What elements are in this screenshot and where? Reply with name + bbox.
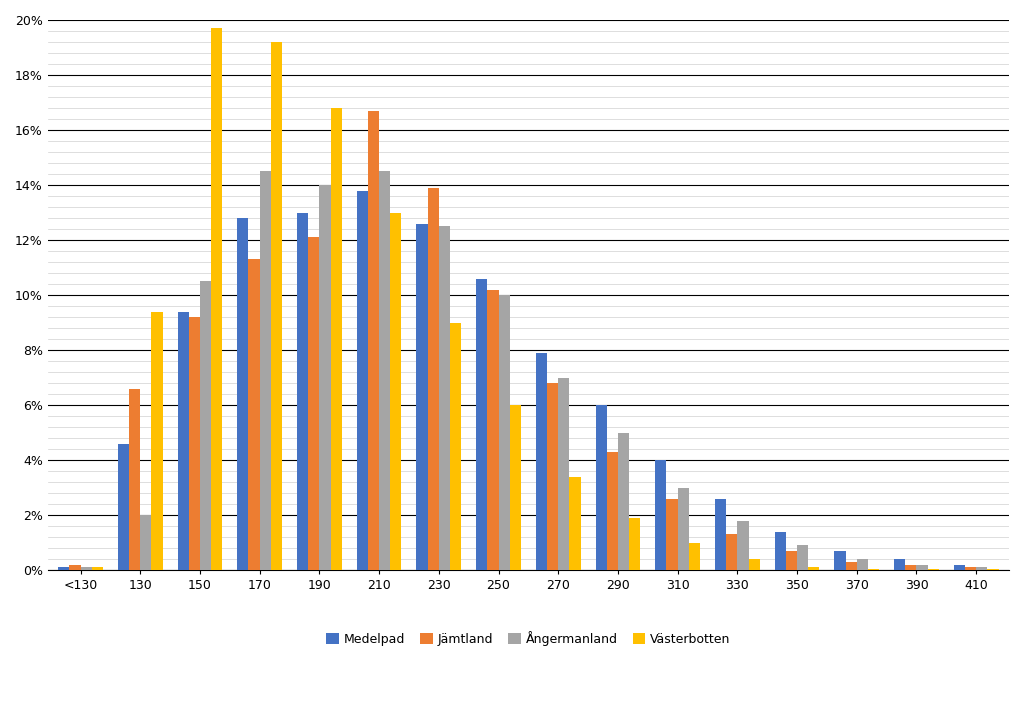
- Bar: [177, 312, 188, 570]
- Bar: [715, 498, 726, 570]
- Bar: [953, 565, 965, 570]
- Bar: [976, 568, 987, 570]
- Bar: [92, 568, 103, 570]
- Bar: [129, 389, 140, 570]
- Bar: [308, 237, 319, 570]
- Bar: [331, 108, 342, 570]
- Bar: [749, 559, 760, 570]
- Bar: [271, 42, 282, 570]
- Bar: [965, 568, 976, 570]
- Bar: [868, 569, 880, 570]
- Bar: [607, 452, 617, 570]
- Bar: [200, 281, 211, 570]
- Bar: [417, 224, 428, 570]
- Bar: [596, 405, 607, 570]
- Bar: [188, 317, 200, 570]
- Bar: [689, 543, 700, 570]
- Bar: [678, 488, 689, 570]
- Bar: [726, 535, 737, 570]
- Bar: [737, 520, 749, 570]
- Bar: [916, 565, 928, 570]
- Bar: [655, 460, 667, 570]
- Bar: [118, 444, 129, 570]
- Bar: [846, 562, 857, 570]
- Bar: [450, 323, 461, 570]
- Bar: [797, 545, 808, 570]
- Bar: [629, 518, 640, 570]
- Bar: [152, 312, 163, 570]
- Bar: [928, 569, 939, 570]
- Bar: [70, 565, 81, 570]
- Bar: [476, 279, 487, 570]
- Bar: [510, 405, 521, 570]
- Bar: [617, 433, 629, 570]
- Bar: [774, 532, 785, 570]
- Bar: [81, 568, 92, 570]
- Bar: [439, 227, 450, 570]
- Bar: [547, 383, 558, 570]
- Bar: [319, 185, 331, 570]
- Bar: [487, 290, 499, 570]
- Bar: [390, 212, 401, 570]
- Bar: [835, 551, 846, 570]
- Bar: [260, 171, 271, 570]
- Bar: [379, 171, 390, 570]
- Bar: [569, 476, 581, 570]
- Bar: [297, 212, 308, 570]
- Bar: [238, 218, 249, 570]
- Bar: [211, 28, 222, 570]
- Bar: [249, 259, 260, 570]
- Bar: [558, 377, 569, 570]
- Bar: [368, 110, 379, 570]
- Bar: [808, 568, 819, 570]
- Bar: [356, 190, 368, 570]
- Bar: [987, 569, 998, 570]
- Legend: Medelpad, Jämtland, Ångermanland, Västerbotten: Medelpad, Jämtland, Ångermanland, Väster…: [322, 626, 735, 651]
- Bar: [894, 559, 905, 570]
- Bar: [905, 565, 916, 570]
- Bar: [58, 568, 70, 570]
- Bar: [428, 188, 439, 570]
- Bar: [140, 515, 152, 570]
- Bar: [536, 353, 547, 570]
- Bar: [857, 559, 868, 570]
- Bar: [785, 551, 797, 570]
- Bar: [667, 498, 678, 570]
- Bar: [499, 295, 510, 570]
